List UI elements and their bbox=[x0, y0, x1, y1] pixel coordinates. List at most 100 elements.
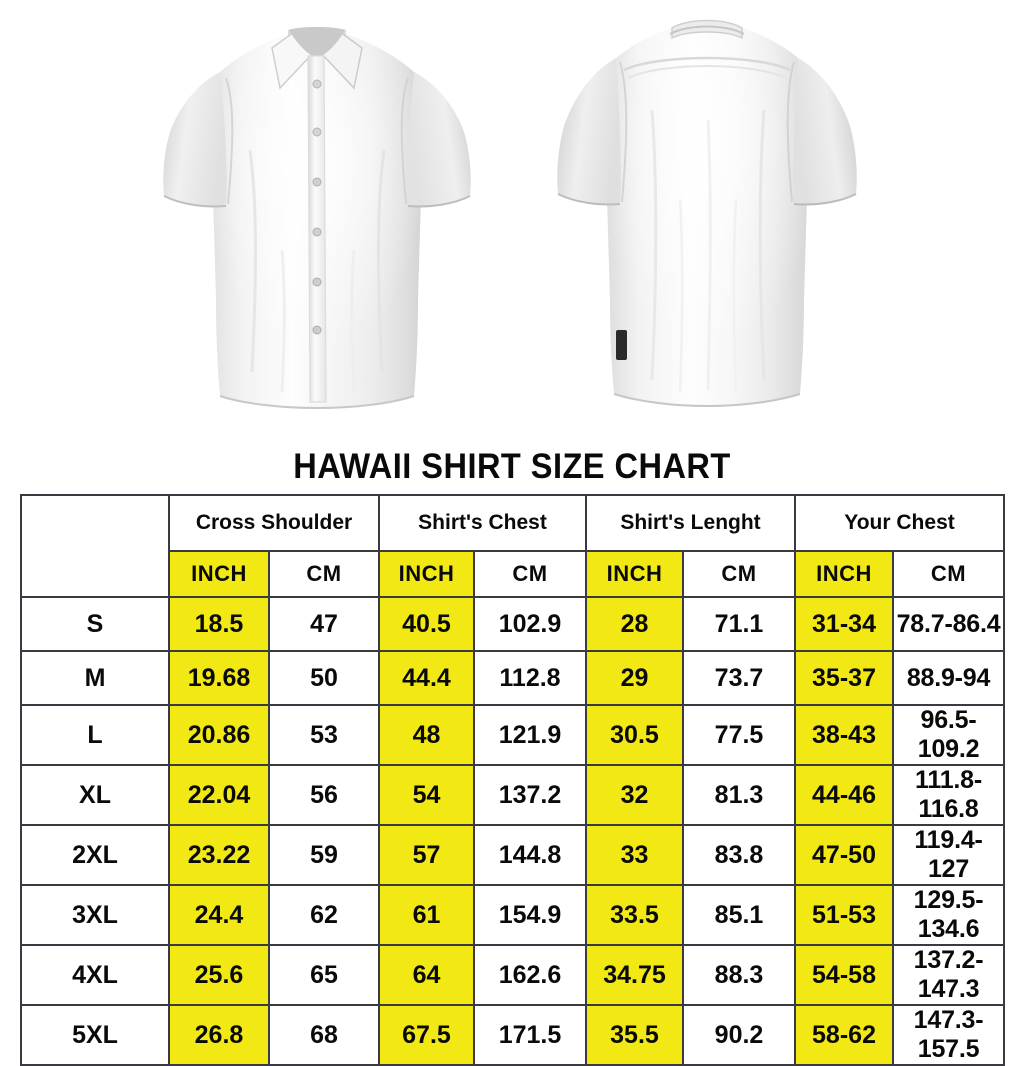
cell-chest-in: 57 bbox=[378, 824, 475, 886]
cell-length-cm: 88.3 bbox=[681, 944, 797, 1006]
group-header-your-chest: Your Chest bbox=[794, 494, 1006, 552]
cell-length-in: 35.5 bbox=[585, 1004, 684, 1066]
cell-chest-cm: 144.8 bbox=[473, 824, 587, 886]
cell-cross-shoulder-in: 20.86 bbox=[168, 704, 270, 766]
cell-chest-cm: 121.9 bbox=[473, 704, 587, 766]
table-row: M 19.68 50 44.4 112.8 29 73.7 35-37 88.9… bbox=[20, 650, 1006, 706]
cell-chest-in: 48 bbox=[378, 704, 475, 766]
cell-your-chest-in: 44-46 bbox=[794, 764, 895, 826]
cell-length-cm: 81.3 bbox=[681, 764, 797, 826]
page-title: HAWAII SHIRT SIZE CHART bbox=[293, 447, 731, 486]
cell-chest-cm: 137.2 bbox=[473, 764, 587, 826]
shirt-front-image bbox=[122, 0, 512, 440]
cell-length-cm: 73.7 bbox=[681, 650, 797, 706]
cell-your-chest-cm: 119.4-127 bbox=[892, 824, 1006, 886]
cell-size: XL bbox=[20, 764, 170, 826]
size-chart-container: Cross Shoulder Shirt's Chest Shirt's Len… bbox=[20, 494, 1006, 1066]
header-size-corner-cell bbox=[20, 494, 170, 598]
unit-header-shirts-chest-cm: CM bbox=[473, 550, 587, 598]
cell-length-cm: 83.8 bbox=[681, 824, 797, 886]
cell-size: M bbox=[20, 650, 170, 706]
cell-size: L bbox=[20, 704, 170, 766]
table-row: 5XL 26.8 68 67.5 171.5 35.5 90.2 58-62 1… bbox=[20, 1004, 1006, 1066]
table-group-header-row: Cross Shoulder Shirt's Chest Shirt's Len… bbox=[20, 494, 1006, 598]
cell-length-in: 29 bbox=[585, 650, 684, 706]
cell-chest-in: 44.4 bbox=[378, 650, 475, 706]
cell-cross-shoulder-cm: 50 bbox=[268, 650, 380, 706]
cell-your-chest-cm: 111.8-116.8 bbox=[892, 764, 1006, 826]
cell-your-chest-in: 58-62 bbox=[794, 1004, 895, 1066]
cell-cross-shoulder-cm: 68 bbox=[268, 1004, 380, 1066]
cell-chest-in: 40.5 bbox=[378, 596, 475, 652]
table-row: L 20.86 53 48 121.9 30.5 77.5 38-43 96.5… bbox=[20, 704, 1006, 766]
cell-length-in: 28 bbox=[585, 596, 684, 652]
unit-header-cross-shoulder-cm: CM bbox=[268, 550, 380, 598]
cell-cross-shoulder-in: 24.4 bbox=[168, 884, 270, 946]
cell-size: 5XL bbox=[20, 1004, 170, 1066]
cell-length-cm: 85.1 bbox=[681, 884, 797, 946]
cell-length-cm: 90.2 bbox=[681, 1004, 797, 1066]
unit-header-your-chest-cm: CM bbox=[892, 550, 1006, 598]
unit-header-shirts-chest-inch: INCH bbox=[378, 550, 475, 598]
cell-length-in: 34.75 bbox=[585, 944, 684, 1006]
cell-length-in: 30.5 bbox=[585, 704, 684, 766]
cell-your-chest-cm: 147.3-157.5 bbox=[892, 1004, 1006, 1066]
group-header-shirts-lenght: Shirt's Lenght bbox=[584, 494, 797, 552]
cell-size: 4XL bbox=[20, 944, 170, 1006]
cell-chest-cm: 162.6 bbox=[473, 944, 587, 1006]
size-chart-table: Cross Shoulder Shirt's Chest Shirt's Len… bbox=[20, 494, 1006, 1066]
cell-your-chest-in: 51-53 bbox=[794, 884, 895, 946]
table-unit-header-row: INCH CM INCH CM INCH CM INCH CM bbox=[21, 550, 1006, 598]
cell-length-in: 33 bbox=[585, 824, 684, 886]
unit-header-shirts-lenght-inch: INCH bbox=[585, 550, 684, 598]
shirt-brand-label-tag bbox=[616, 330, 627, 360]
cell-chest-cm: 112.8 bbox=[473, 650, 587, 706]
cell-your-chest-cm: 137.2-147.3 bbox=[892, 944, 1006, 1006]
cell-cross-shoulder-in: 26.8 bbox=[168, 1004, 270, 1066]
cell-cross-shoulder-cm: 53 bbox=[268, 704, 380, 766]
cell-your-chest-in: 38-43 bbox=[794, 704, 895, 766]
cell-chest-in: 61 bbox=[378, 884, 475, 946]
cell-size: 3XL bbox=[20, 884, 170, 946]
cell-chest-in: 64 bbox=[378, 944, 475, 1006]
table-row: 3XL 24.4 62 61 154.9 33.5 85.1 51-53 129… bbox=[20, 884, 1006, 946]
cell-cross-shoulder-cm: 59 bbox=[268, 824, 380, 886]
cell-cross-shoulder-in: 22.04 bbox=[168, 764, 270, 826]
unit-header-your-chest-inch: INCH bbox=[794, 550, 895, 598]
cell-chest-cm: 154.9 bbox=[473, 884, 587, 946]
table-row: 4XL 25.6 65 64 162.6 34.75 88.3 54-58 13… bbox=[20, 944, 1006, 1006]
cell-your-chest-cm: 78.7-86.4 bbox=[892, 596, 1006, 652]
shirt-back-image bbox=[512, 0, 902, 440]
cell-your-chest-in: 31-34 bbox=[794, 596, 895, 652]
cell-your-chest-in: 47-50 bbox=[794, 824, 895, 886]
cell-your-chest-cm: 96.5-109.2 bbox=[892, 704, 1006, 766]
cell-length-cm: 77.5 bbox=[681, 704, 797, 766]
product-image-strip bbox=[0, 0, 1024, 448]
cell-cross-shoulder-cm: 62 bbox=[268, 884, 380, 946]
cell-chest-in: 67.5 bbox=[378, 1004, 475, 1066]
cell-length-in: 33.5 bbox=[585, 884, 684, 946]
cell-cross-shoulder-cm: 47 bbox=[268, 596, 380, 652]
cell-size: 2XL bbox=[20, 824, 170, 886]
cell-chest-in: 54 bbox=[378, 764, 475, 826]
cell-cross-shoulder-in: 18.5 bbox=[168, 596, 270, 652]
cell-cross-shoulder-cm: 65 bbox=[268, 944, 380, 1006]
cell-your-chest-in: 54-58 bbox=[794, 944, 895, 1006]
cell-length-in: 32 bbox=[585, 764, 684, 826]
cell-cross-shoulder-in: 25.6 bbox=[168, 944, 270, 1006]
cell-your-chest-cm: 88.9-94 bbox=[892, 650, 1006, 706]
cell-size: S bbox=[20, 596, 170, 652]
unit-header-cross-shoulder-inch: INCH bbox=[168, 550, 270, 598]
cell-cross-shoulder-cm: 56 bbox=[268, 764, 380, 826]
cell-cross-shoulder-in: 19.68 bbox=[168, 650, 270, 706]
table-row: S 18.5 47 40.5 102.9 28 71.1 31-34 78.7-… bbox=[20, 596, 1006, 652]
group-header-shirts-chest: Shirt's Chest bbox=[378, 494, 587, 552]
table-row: XL 22.04 56 54 137.2 32 81.3 44-46 111.8… bbox=[20, 764, 1006, 826]
cell-chest-cm: 102.9 bbox=[473, 596, 587, 652]
group-header-cross-shoulder: Cross Shoulder bbox=[168, 494, 380, 552]
cell-your-chest-cm: 129.5-134.6 bbox=[892, 884, 1006, 946]
cell-your-chest-in: 35-37 bbox=[794, 650, 895, 706]
table-row: 2XL 23.22 59 57 144.8 33 83.8 47-50 119.… bbox=[20, 824, 1006, 886]
cell-length-cm: 71.1 bbox=[681, 596, 797, 652]
cell-cross-shoulder-in: 23.22 bbox=[168, 824, 270, 886]
